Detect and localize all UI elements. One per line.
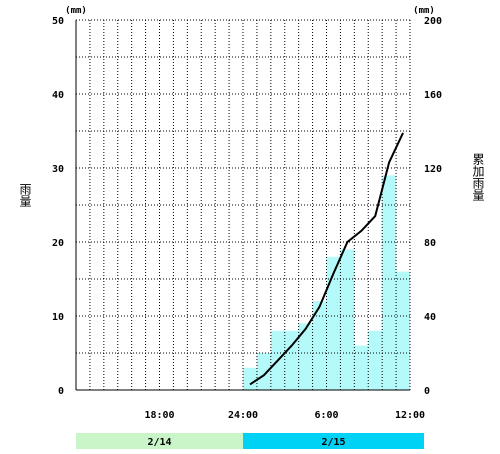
date-band [243, 433, 424, 449]
rainfall-bar [382, 175, 397, 390]
left-tick-label: 0 [58, 386, 64, 397]
grid-layer [76, 20, 410, 390]
right-tick-label: 120 [424, 164, 442, 175]
left-axis-title: 雨量 [18, 183, 32, 207]
x-tick-label: 18:00 [144, 410, 174, 421]
x-tick-label: 6:00 [314, 410, 338, 421]
right-tick-label: 80 [424, 238, 436, 249]
rainfall-bar [298, 323, 313, 390]
axis-layer [75, 19, 411, 391]
rainfall-bar [326, 256, 341, 390]
right-unit-label: (mm) [413, 6, 435, 16]
right-tick-label: 0 [424, 386, 430, 397]
x-tick-label: 24:00 [228, 410, 258, 421]
right-axis-title: 累加雨量 [471, 153, 485, 201]
rainfall-bar [354, 345, 369, 390]
cumulative-rainfall-line [249, 132, 404, 386]
rainfall-bar [312, 301, 327, 390]
rainfall-bar [284, 330, 299, 390]
left-unit-label: (mm) [65, 6, 87, 16]
right-tick-label: 200 [424, 16, 442, 27]
right-tick-label: 160 [424, 90, 442, 101]
rainfall-bar-layer [243, 175, 410, 390]
date-band-label: 2/15 [321, 437, 345, 448]
left-tick-label: 30 [52, 164, 64, 175]
date-band-label: 2/14 [147, 437, 171, 448]
rainfall-bar [256, 353, 271, 390]
left-tick-label: 20 [52, 238, 64, 249]
rainfall-bar [368, 330, 383, 390]
rainfall-bar [340, 249, 355, 390]
x-tick-label: 12:00 [395, 410, 425, 421]
left-tick-label: 10 [52, 312, 64, 323]
left-tick-label: 40 [52, 90, 64, 101]
cumulative-line-layer [249, 132, 404, 386]
rainfall-bar [396, 271, 410, 390]
left-tick-label: 50 [52, 16, 64, 27]
date-band-layer [76, 433, 424, 449]
rainfall-bar [243, 367, 257, 390]
right-tick-label: 40 [424, 312, 436, 323]
date-band [76, 433, 243, 449]
